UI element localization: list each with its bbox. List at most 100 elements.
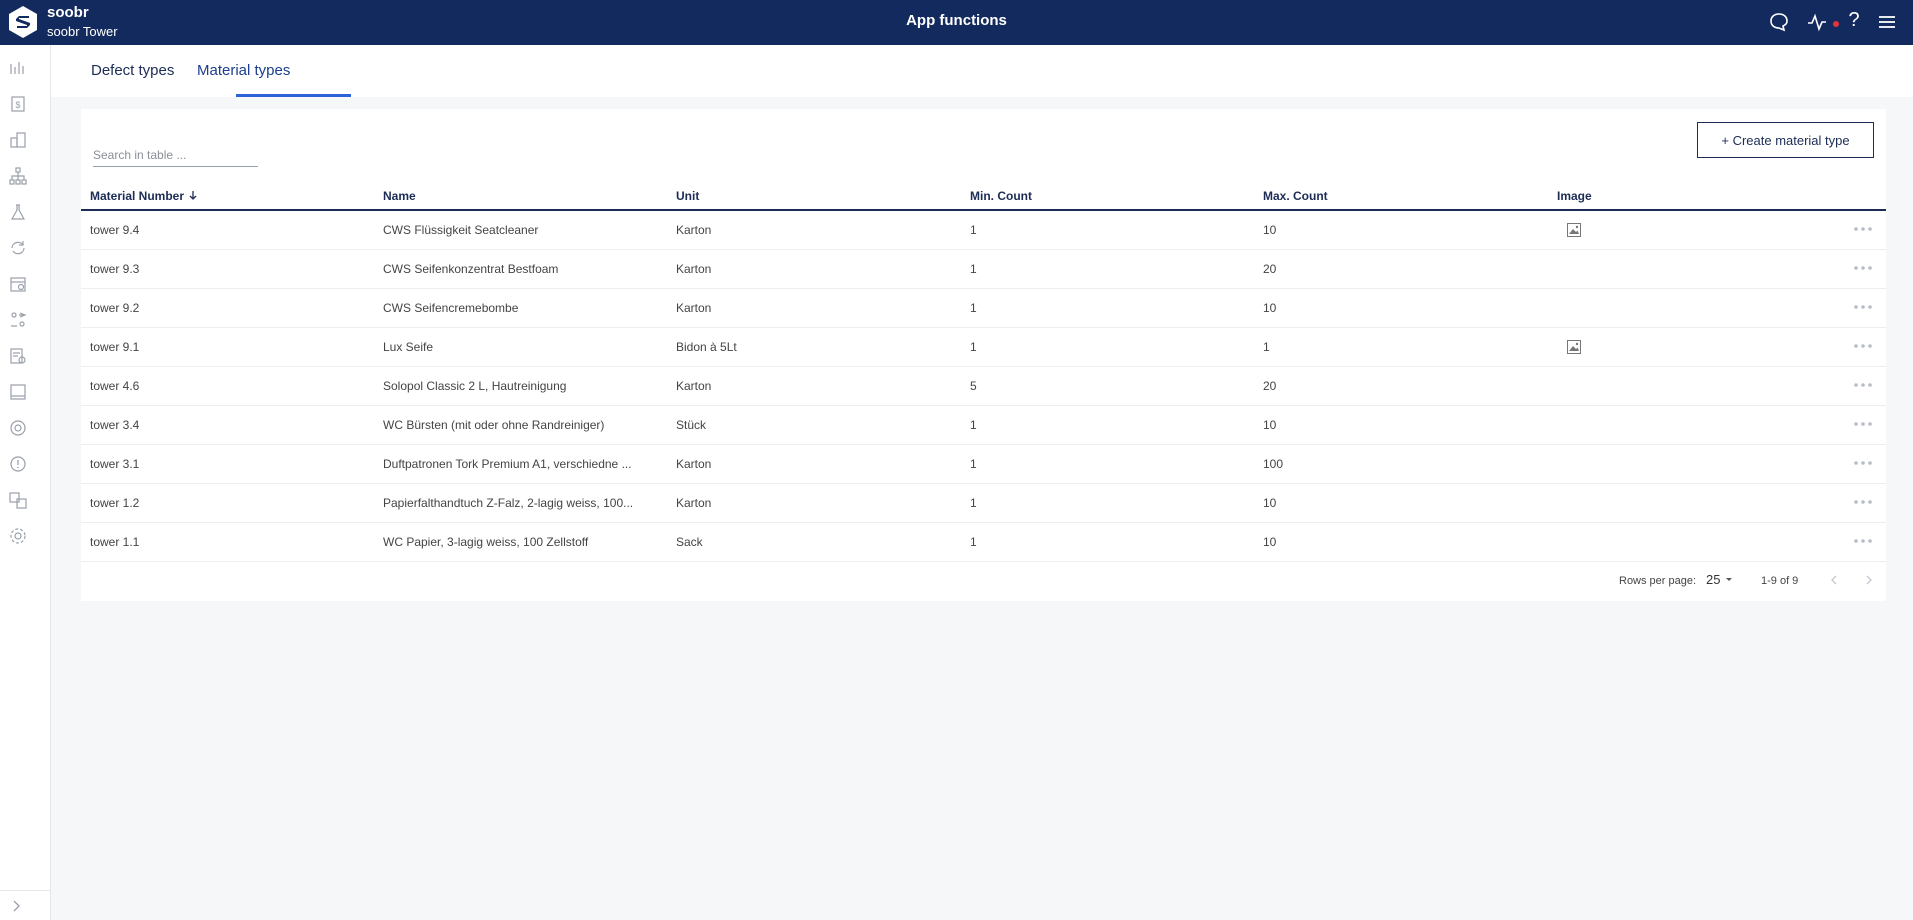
table-row[interactable]: tower 9.2 CWS Seifencremebombe Karton 1 10	[81, 289, 1886, 328]
cell-name: CWS Seifencremebombe	[383, 301, 519, 315]
rows-per-page-value: 25	[1706, 572, 1721, 587]
tab-bar: Defect types Material types	[51, 45, 1913, 97]
cycle-icon[interactable]	[8, 238, 28, 258]
row-more-options-icon[interactable]	[1851, 414, 1875, 434]
next-page-button[interactable]	[1861, 572, 1877, 588]
cell-material-number: tower 9.2	[90, 301, 140, 315]
billing-icon[interactable]: $	[8, 94, 28, 114]
image-thumbnail-icon[interactable]	[1566, 222, 1582, 238]
cell-min-count: 1	[970, 301, 977, 315]
tab-defect-types[interactable]: Defect types	[91, 62, 175, 79]
cell-material-number: tower 3.1	[90, 457, 140, 471]
table-row[interactable]: tower 9.3 CWS Seifenkonzentrat Bestfoam Ka…	[81, 250, 1886, 289]
assignment-icon[interactable]	[8, 310, 28, 330]
material-types-card: + Create material type Material Number N…	[81, 109, 1886, 601]
image-thumbnail-icon[interactable]	[1566, 339, 1582, 355]
active-tab-indicator	[236, 94, 351, 97]
settings-icon[interactable]	[8, 526, 28, 546]
table-row[interactable]: tower 1.1 WC Papier, 3-lagig weiss, 100 Z…	[81, 523, 1886, 562]
cell-material-number: tower 4.6	[90, 379, 140, 393]
cell-name: CWS Flüssigkeit Seatcleaner	[383, 223, 539, 237]
row-more-options-icon[interactable]	[1851, 453, 1875, 473]
cell-max-count: 10	[1263, 418, 1277, 432]
soobr-logo-icon[interactable]	[6, 5, 40, 39]
analytics-icon[interactable]	[8, 58, 28, 78]
table-row[interactable]: tower 9.1 Lux Seife Bidon à 5Lt 1 1	[81, 328, 1886, 367]
cell-min-count: 1	[970, 496, 977, 510]
row-more-options-icon[interactable]	[1851, 219, 1875, 239]
row-more-options-icon[interactable]	[1851, 258, 1875, 278]
cell-unit: Karton	[676, 496, 712, 510]
table-row[interactable]: tower 3.4 WC Bürsten (mit oder ohne Randr…	[81, 406, 1886, 445]
cell-max-count: 10	[1263, 301, 1277, 315]
menu-icon[interactable]	[1876, 11, 1898, 33]
search-input[interactable]	[93, 133, 258, 167]
cell-unit: Karton	[676, 301, 712, 315]
cell-unit: Sack	[676, 535, 703, 549]
table-row[interactable]: tower 9.4 CWS Flüssigkeit Seatcleaner Kart…	[81, 211, 1886, 250]
cell-max-count: 20	[1263, 379, 1277, 393]
brand-name: soobr	[47, 4, 89, 21]
svg-text:$: $	[15, 100, 20, 110]
chevron-right-icon	[13, 900, 20, 912]
cell-material-number: tower 9.4	[90, 223, 140, 237]
column-header-unit[interactable]: Unit	[676, 189, 700, 203]
chat-icon[interactable]	[1768, 11, 1790, 33]
chevron-right-icon	[1866, 575, 1872, 585]
row-more-options-icon[interactable]	[1851, 531, 1875, 551]
lab-icon[interactable]	[8, 202, 28, 222]
cell-max-count: 10	[1263, 496, 1277, 510]
column-header-image: Image	[1557, 189, 1592, 203]
report-icon[interactable]	[8, 346, 28, 366]
tab-material-types[interactable]: Material types	[197, 62, 291, 79]
column-header-min-count[interactable]: Min. Count	[970, 189, 1032, 203]
column-header-max-count[interactable]: Max. Count	[1263, 189, 1328, 203]
cell-material-number: tower 9.1	[90, 340, 140, 354]
hierarchy-icon[interactable]	[8, 166, 28, 186]
tenant-name[interactable]: soobr Tower	[47, 24, 118, 39]
cell-min-count: 1	[970, 418, 977, 432]
pagination: Rows per page: 25 1-9 of 9	[81, 569, 1886, 593]
row-more-options-icon[interactable]	[1851, 492, 1875, 512]
target-icon[interactable]	[8, 418, 28, 438]
create-material-type-button[interactable]: + Create material type	[1697, 122, 1874, 158]
cell-max-count: 1	[1263, 340, 1270, 354]
cell-material-number: tower 9.3	[90, 262, 140, 276]
cell-material-number: tower 1.2	[90, 496, 140, 510]
cell-min-count: 1	[970, 457, 977, 471]
cell-min-count: 1	[970, 223, 977, 237]
translate-icon[interactable]	[8, 490, 28, 510]
cell-max-count: 20	[1263, 262, 1277, 276]
rows-per-page-label: Rows per page:	[1619, 575, 1697, 587]
cell-name: WC Papier, 3-lagig weiss, 100 Zellstoff	[383, 535, 589, 549]
device-icon[interactable]	[8, 382, 28, 402]
table-row[interactable]: tower 1.2 Papierfalthandtuch Z-Falz, 2-la…	[81, 484, 1886, 523]
column-header-name[interactable]: Name	[383, 189, 416, 203]
page-title: App functions	[906, 12, 1007, 29]
row-more-options-icon[interactable]	[1851, 297, 1875, 317]
sidebar-collapse-button[interactable]	[0, 890, 51, 920]
buildings-icon[interactable]	[8, 130, 28, 150]
rows-per-page-select[interactable]: 25	[1706, 572, 1734, 587]
chevron-left-icon	[1831, 575, 1837, 585]
info-icon[interactable]	[8, 454, 28, 474]
cell-name: Duftpatronen Tork Premium A1, verschiedn…	[383, 457, 632, 471]
caret-down-icon	[1726, 578, 1733, 581]
row-more-options-icon[interactable]	[1851, 336, 1875, 356]
cell-name: CWS Seifenkonzentrat Bestfoam	[383, 262, 559, 276]
activity-icon[interactable]	[1806, 11, 1828, 33]
column-header-material-number[interactable]: Material Number	[90, 189, 198, 203]
calendar-icon[interactable]	[8, 274, 28, 294]
cell-unit: Karton	[676, 379, 712, 393]
cell-min-count: 1	[970, 535, 977, 549]
cell-unit: Bidon à 5Lt	[676, 340, 737, 354]
sort-arrow-down-icon[interactable]	[188, 189, 198, 203]
help-icon[interactable]: ?	[1848, 9, 1860, 31]
row-more-options-icon[interactable]	[1851, 375, 1875, 395]
previous-page-button[interactable]	[1826, 572, 1842, 588]
cell-unit: Karton	[676, 223, 712, 237]
table-header: Material Number Name Unit Min. Count Max…	[81, 179, 1886, 211]
cell-max-count: 10	[1263, 223, 1277, 237]
table-row[interactable]: tower 3.1 Duftpatronen Tork Premium A1, v…	[81, 445, 1886, 484]
table-row[interactable]: tower 4.6 Solopol Classic 2 L, Hautreinig…	[81, 367, 1886, 406]
